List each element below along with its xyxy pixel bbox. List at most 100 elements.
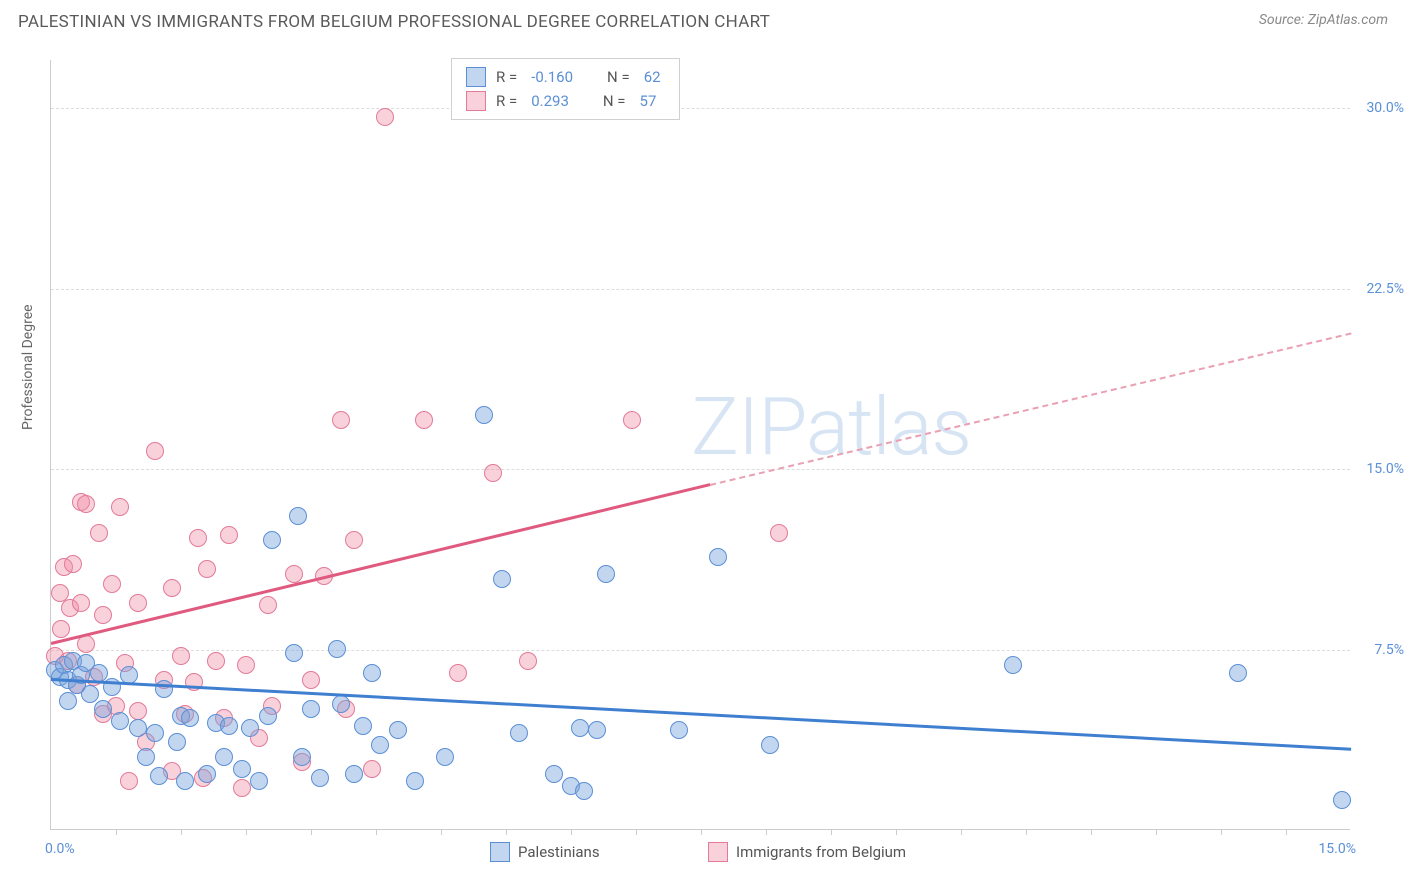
correlation-legend: R =-0.160N =62R = 0.293N =57 [451,58,680,120]
scatter-point-belgium [345,531,363,549]
legend-n-value: 62 [644,65,661,89]
scatter-point-belgium [415,411,433,429]
y-axis-label: Professional Degree [20,304,36,430]
scatter-point-belgium [72,594,90,612]
x-tick [701,829,702,835]
scatter-point-belgium [64,555,82,573]
scatter-point-palestinians [250,772,268,790]
legend-series-label: Palestinians [518,843,600,861]
legend-stat-row: R =-0.160N =62 [466,65,665,89]
chart-title: PALESTINIAN VS IMMIGRANTS FROM BELGIUM P… [18,12,770,32]
series-legend-item: Immigrants from Belgium [708,842,906,862]
y-tick-label: 30.0% [1366,100,1404,116]
scatter-point-belgium [77,495,95,513]
scatter-point-palestinians [363,664,381,682]
x-tick [441,829,442,835]
scatter-point-palestinians [332,695,350,713]
x-tick [506,829,507,835]
x-tick [636,829,637,835]
scatter-point-palestinians [137,748,155,766]
scatter-point-belgium [363,760,381,778]
scatter-point-palestinians [302,700,320,718]
scatter-point-palestinians [575,782,593,800]
scatter-point-palestinians [493,570,511,588]
legend-swatch [708,842,728,862]
scatter-point-palestinians [475,406,493,424]
scatter-point-belgium [484,464,502,482]
x-tick [571,829,572,835]
scatter-point-palestinians [761,736,779,754]
scatter-point-belgium [332,411,350,429]
scatter-point-belgium [129,702,147,720]
x-tick [961,829,962,835]
scatter-point-palestinians [371,736,389,754]
y-tick-label: 22.5% [1366,281,1404,297]
scatter-point-palestinians [181,709,199,727]
scatter-point-belgium [302,671,320,689]
scatter-point-belgium [233,779,251,797]
scatter-point-belgium [198,560,216,578]
legend-r-value: -0.160 [531,65,573,89]
x-tick [116,829,117,835]
x-tick [246,829,247,835]
y-tick-label: 7.5% [1374,642,1404,658]
scatter-point-palestinians [311,769,329,787]
scatter-point-palestinians [146,724,164,742]
legend-r-label: R = [496,89,517,113]
scatter-point-palestinians [1333,791,1351,809]
scatter-point-belgium [237,656,255,674]
scatter-point-belgium [129,594,147,612]
scatter-point-palestinians [259,707,277,725]
x-tick [181,829,182,835]
scatter-point-belgium [207,652,225,670]
legend-n-value: 57 [640,89,657,113]
trendline-pink-dashed [709,332,1351,486]
scatter-point-palestinians [285,644,303,662]
legend-series-label: Immigrants from Belgium [736,843,906,861]
scatter-point-palestinians [90,664,108,682]
trendline-blue [51,678,1351,750]
scatter-point-palestinians [59,692,77,710]
gridline [51,108,1350,109]
watermark-text: ZIPatlas [691,380,971,474]
scatter-point-palestinians [588,721,606,739]
scatter-point-belgium [623,411,641,429]
gridline [51,650,1350,651]
series-legend-item: Palestinians [490,842,600,862]
scatter-point-belgium [90,524,108,542]
scatter-point-palestinians [709,548,727,566]
scatter-point-palestinians [241,719,259,737]
x-tick [831,829,832,835]
scatter-point-belgium [770,524,788,542]
scatter-point-belgium [172,647,190,665]
scatter-point-palestinians [1229,664,1247,682]
scatter-point-palestinians [1004,656,1022,674]
scatter-point-palestinians [289,507,307,525]
x-axis-max-label: 15.0% [1318,841,1356,857]
trendline-pink [51,484,710,645]
scatter-point-belgium [189,529,207,547]
scatter-point-palestinians [571,719,589,737]
scatter-point-palestinians [354,717,372,735]
scatter-point-palestinians [406,772,424,790]
scatter-point-belgium [519,652,537,670]
x-tick [1156,829,1157,835]
scatter-point-palestinians [510,724,528,742]
scatter-point-belgium [111,498,129,516]
scatter-point-palestinians [545,765,563,783]
scatter-point-palestinians [328,640,346,658]
y-tick-label: 15.0% [1366,461,1404,477]
scatter-point-palestinians [168,733,186,751]
scatter-chart: ZIPatlas 7.5%15.0%22.5%30.0% 0.0% 15.0% … [50,60,1350,830]
legend-n-label: N = [603,89,626,113]
scatter-point-palestinians [233,760,251,778]
x-tick [766,829,767,835]
x-tick [376,829,377,835]
x-tick [1091,829,1092,835]
legend-swatch [490,842,510,862]
scatter-point-palestinians [198,765,216,783]
x-tick [1286,829,1287,835]
scatter-point-palestinians [220,717,238,735]
scatter-point-belgium [52,620,70,638]
scatter-point-palestinians [150,767,168,785]
